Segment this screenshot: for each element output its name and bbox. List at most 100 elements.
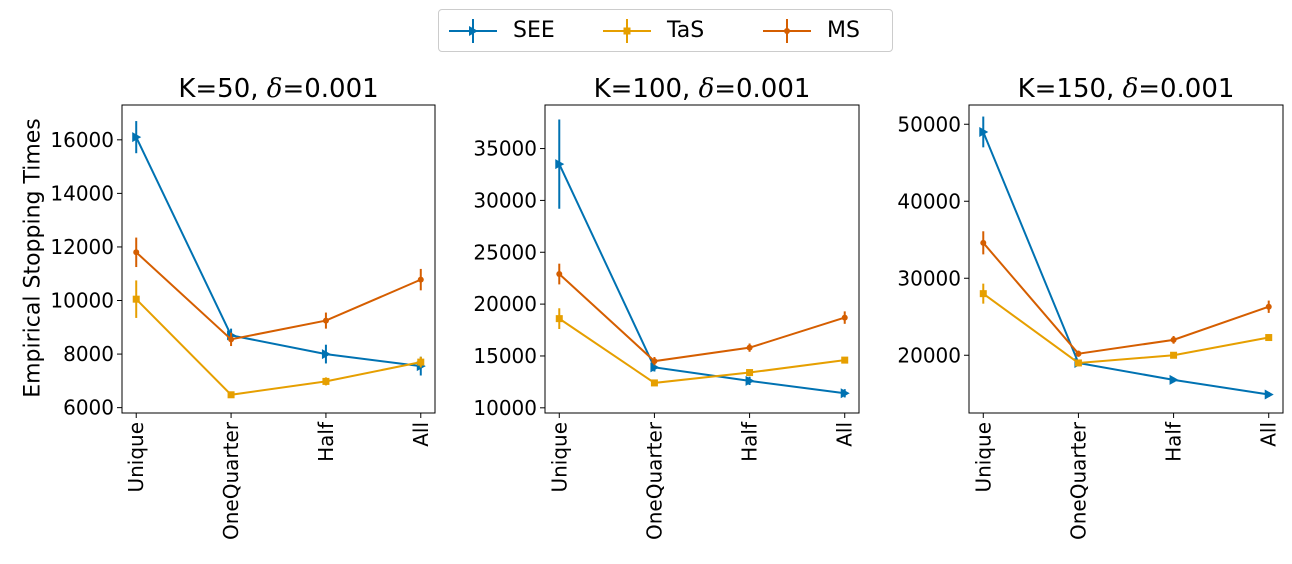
series-line: [558, 317, 845, 384]
data-point: [417, 358, 425, 366]
x-tick-label: Unique: [971, 422, 995, 493]
plot-frame: [544, 104, 860, 414]
chart-panel-2: K=100, δ=0.001 10000 15000 20000 25000 30000 3…: [473, 74, 860, 540]
plot-frame: [968, 104, 1284, 414]
series-tas: [132, 280, 425, 399]
legend: SEE TaS MS: [438, 9, 893, 52]
data-point: [650, 379, 658, 387]
data-point: [1170, 351, 1178, 359]
data-point: [1265, 303, 1272, 310]
y-tick-label: 35000: [473, 137, 537, 161]
chart-panel-3: K=150, δ=0.001 20000 30000 40000 50000 Unique…: [897, 74, 1284, 540]
data-point: [1170, 336, 1177, 343]
series-line: [135, 136, 421, 368]
data-point: [227, 391, 235, 399]
y-tick-label: 10000: [473, 396, 537, 420]
series-line: [558, 273, 846, 363]
data-point: [556, 271, 563, 278]
x-tick-label: Half: [738, 421, 762, 462]
y-tick-label: 25000: [473, 240, 537, 264]
data-point: [979, 126, 989, 137]
y-tick-label: 16000: [50, 128, 114, 152]
data-point: [1264, 389, 1274, 400]
legend-marker-ms: [763, 19, 811, 43]
data-point: [746, 344, 753, 351]
series-line: [982, 131, 1269, 396]
series-ms: [556, 263, 848, 366]
data-point: [132, 132, 142, 143]
chart-panel-1: K=50, δ=0.001 6000 8000 10000 12000 14000 1600…: [50, 74, 436, 540]
data-point: [651, 358, 658, 365]
legend-marker-tas: [603, 19, 651, 43]
chart-title-part: K=50,: [178, 74, 266, 104]
series-see: [132, 121, 426, 376]
chart-title: K=50, δ=0.001: [178, 74, 378, 104]
series-line: [558, 163, 845, 395]
y-tick-label: 6000: [63, 396, 114, 420]
series-line: [135, 251, 422, 341]
y-tick-label: 50000: [897, 112, 961, 136]
x-tick-label: Unique: [547, 422, 571, 493]
chart-title: K=100, δ=0.001: [594, 74, 811, 104]
series-line: [135, 298, 421, 396]
data-point: [841, 356, 849, 364]
data-point: [555, 315, 563, 323]
data-point: [840, 388, 850, 399]
chart-title-part: =0.001: [282, 74, 378, 104]
legend-item-see: SEE: [447, 10, 555, 51]
data-point: [980, 239, 987, 246]
series-ms: [980, 231, 1272, 357]
data-point: [322, 377, 330, 385]
x-tick-label: All: [409, 422, 433, 447]
data-point: [746, 369, 754, 377]
y-tick-label: 30000: [897, 266, 961, 290]
data-point: [650, 362, 660, 373]
x-tick-label: Unique: [124, 422, 148, 493]
data-point: [1074, 359, 1082, 367]
series-ms: [133, 237, 424, 347]
x-tick-label: All: [1257, 422, 1281, 447]
y-tick-label: 15000: [473, 344, 537, 368]
x-tick-label: All: [833, 422, 857, 447]
data-point: [1075, 350, 1082, 357]
y-tick-label: 30000: [473, 188, 537, 212]
x-tick-label: OneQuarter: [219, 421, 243, 540]
x-tick-label: OneQuarter: [1066, 421, 1090, 540]
plot-frame: [121, 104, 436, 414]
data-point: [133, 249, 140, 256]
x-tick-label: Half: [1162, 421, 1186, 462]
data-point: [132, 295, 140, 303]
series-tas: [555, 308, 849, 387]
data-point: [228, 336, 235, 343]
legend-item-ms: MS: [761, 10, 860, 51]
data-point: [322, 317, 329, 324]
y-tick-label: 8000: [63, 342, 114, 366]
y-tick-label: 20000: [473, 292, 537, 316]
y-tick-label: 10000: [50, 289, 114, 313]
series-see: [555, 119, 850, 399]
x-tick-label: Half: [314, 421, 338, 462]
data-point: [1169, 374, 1179, 385]
data-point: [841, 314, 848, 321]
legend-label-see: SEE: [513, 18, 555, 43]
data-point: [745, 375, 755, 386]
chart-title-symbol: δ: [1123, 74, 1139, 104]
chart-title-part: K=150,: [1018, 74, 1123, 104]
series-line: [982, 292, 1269, 364]
chart-title-part: =0.001: [1138, 74, 1234, 104]
series-line: [982, 242, 1270, 355]
series-tas: [979, 283, 1273, 367]
data-point: [979, 290, 987, 298]
series-see: [979, 116, 1274, 400]
legend-item-tas: TaS: [601, 10, 704, 51]
y-tick-label: 14000: [50, 181, 114, 205]
x-tick-label: OneQuarter: [642, 421, 666, 540]
data-point: [1265, 334, 1273, 342]
y-tick-label: 20000: [897, 343, 961, 367]
data-point: [417, 276, 424, 283]
chart-title-part: K=100,: [594, 74, 699, 104]
chart-title-symbol: δ: [267, 74, 283, 104]
chart-title-symbol: δ: [699, 74, 715, 104]
chart-title: K=150, δ=0.001: [1018, 74, 1235, 104]
data-point: [555, 159, 565, 170]
